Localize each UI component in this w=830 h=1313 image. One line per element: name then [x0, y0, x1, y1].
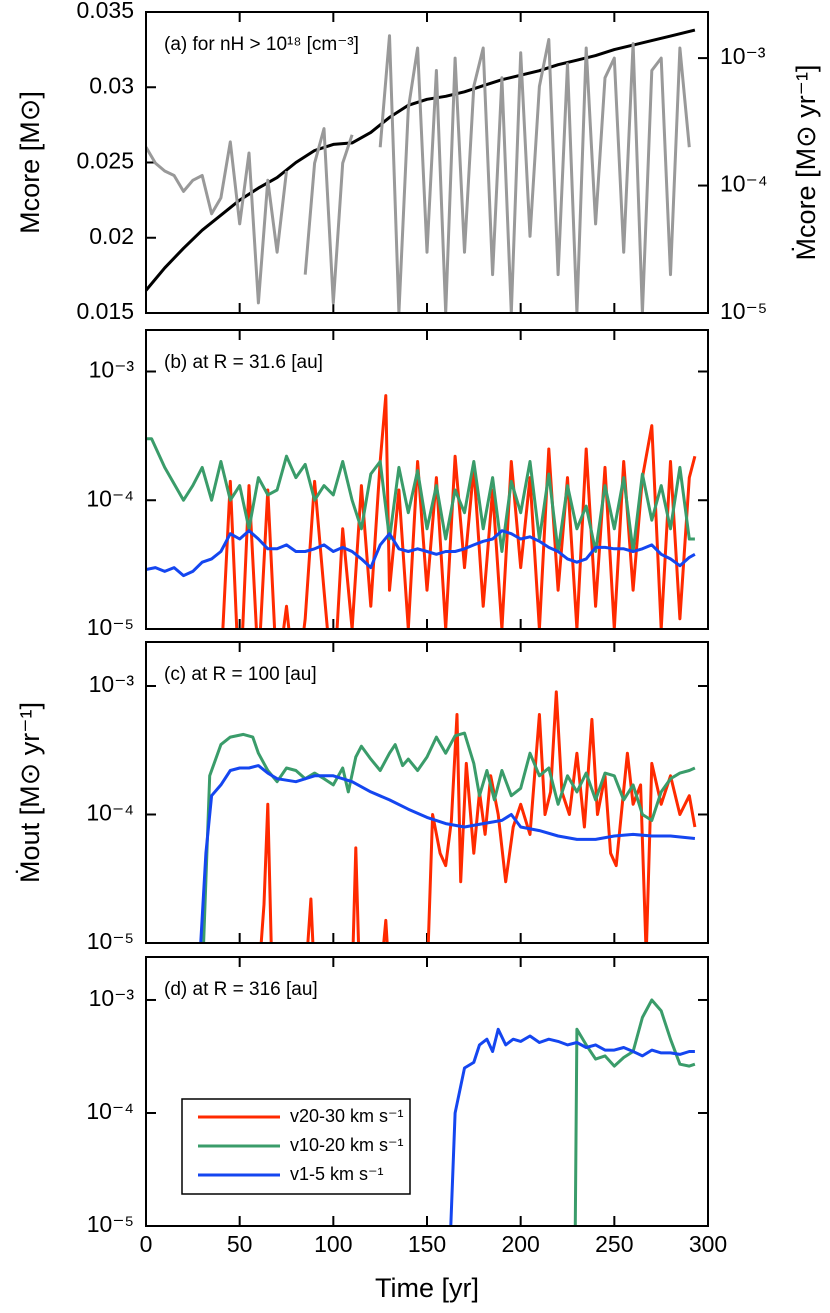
- data-line: [221, 394, 697, 629]
- y-tick-label: 10⁻⁴: [86, 800, 134, 826]
- data-line: [449, 1027, 695, 1226]
- x-tick-label: 300: [689, 1231, 727, 1257]
- data-line: [199, 764, 696, 943]
- y-tick-label: 0.02: [89, 223, 134, 249]
- x-tick-label: 200: [501, 1231, 539, 1257]
- plot-area: [449, 998, 696, 1226]
- x-tick-label: 50: [227, 1231, 253, 1257]
- data-line: [573, 998, 696, 1226]
- legend-label: v20-30 km s⁻¹: [290, 1106, 404, 1126]
- data-line: [259, 690, 697, 943]
- y-tick-label: 10⁻⁵: [87, 614, 134, 640]
- y-tick-label: 10⁻³: [89, 985, 135, 1011]
- data-line: [146, 529, 696, 578]
- y-tick-label: 0.015: [76, 298, 134, 324]
- data-line: [202, 731, 696, 943]
- plot-frame: [145, 329, 709, 630]
- data-line: [146, 34, 691, 313]
- legend-label: v1-5 km s⁻¹: [290, 1164, 384, 1184]
- y-axis-title: Mcore [M⊙]: [15, 91, 45, 234]
- y-tick-label: 0.03: [89, 72, 134, 98]
- y2-axis-title: Ṁcore [M⊙ yr⁻¹]: [790, 65, 821, 261]
- y-tick-label: 10⁻⁴: [86, 1098, 134, 1124]
- y2-tick-label: 10⁻⁵: [720, 298, 767, 324]
- plot-area: [199, 690, 697, 943]
- y-tick-label: 10⁻⁵: [87, 928, 134, 954]
- x-tick-label: 250: [595, 1231, 633, 1257]
- y-tick-label: 0.025: [76, 148, 134, 174]
- x-axis-title: Time [yr]: [375, 1273, 479, 1303]
- y2-tick-label: 10⁻³: [720, 43, 766, 69]
- legend-label: v10-20 km s⁻¹: [290, 1135, 404, 1155]
- x-tick-label: 0: [140, 1231, 153, 1257]
- y-tick-label: 10⁻³: [89, 357, 135, 383]
- annotation: (a) for nH > 10¹⁸ [cm⁻³]: [164, 34, 359, 55]
- x-tick-label: 150: [408, 1231, 446, 1257]
- x-tick-label: 100: [314, 1231, 352, 1257]
- plot-frame: [145, 956, 709, 1227]
- data-line: [146, 437, 695, 553]
- plot-frame: [145, 11, 709, 314]
- annotation: (c) at R = 100 [au]: [164, 664, 317, 685]
- plot-frame: [145, 641, 709, 944]
- y-tick-label: 10⁻³: [89, 671, 135, 697]
- plot-area: [146, 28, 696, 313]
- y-tick-label: 0.035: [76, 0, 134, 23]
- y-axis-title: Ṁout [M⊙ yr⁻¹]: [14, 702, 45, 883]
- annotation: (b) at R = 31.6 [au]: [164, 352, 323, 373]
- y2-tick-label: 10⁻⁴: [720, 171, 768, 197]
- y-tick-label: 10⁻⁴: [86, 485, 134, 511]
- plot-area: [146, 394, 697, 629]
- annotation: (d) at R = 316 [au]: [164, 979, 318, 1000]
- y-tick-label: 10⁻⁵: [87, 1211, 134, 1237]
